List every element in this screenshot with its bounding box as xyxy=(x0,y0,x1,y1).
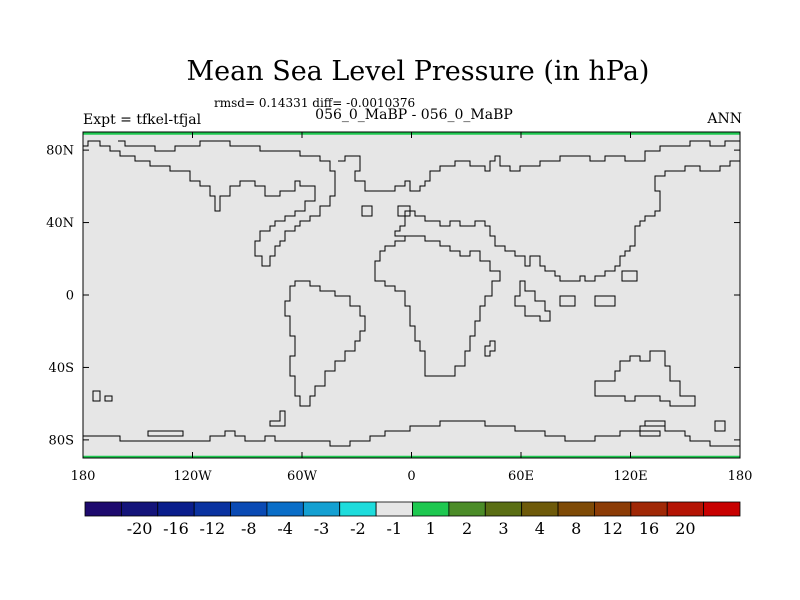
colorbar-swatch-17 xyxy=(703,501,741,517)
x-tick-label-3: 0 xyxy=(407,469,415,484)
colorbar-label-12: 8 xyxy=(571,519,581,538)
colorbar-label-6: -2 xyxy=(350,519,366,538)
coastline-americas-north xyxy=(83,140,336,267)
colorbar-label-8: 1 xyxy=(426,519,436,538)
y-tick-label-3: 40S xyxy=(49,361,74,376)
colorbar: -20 -16 -12 -8 -4 -3 -2 -1 1 2 3 4 8 12 16 20 xyxy=(84,501,741,538)
coastline-antarctic-island xyxy=(147,420,666,437)
colorbar-swatch-14 xyxy=(594,501,632,517)
chart-title: Mean Sea Level Pressure (in hPa) xyxy=(186,56,650,87)
stats-text: rmsd= 0.14331 diff= -0.0010376 xyxy=(214,96,416,110)
colorbar-label-3: -8 xyxy=(241,519,257,538)
colorbar-label-7: -1 xyxy=(387,519,403,538)
x-tick-label-4: 60E xyxy=(508,469,534,484)
colorbar-swatch-4 xyxy=(230,501,268,517)
coastline-new-zealand xyxy=(714,420,726,432)
x-tick-label-0: 180 xyxy=(71,469,96,484)
colorbar-swatch-3 xyxy=(193,501,231,517)
experiment-label: Expt = tfkel-tfjal xyxy=(83,112,202,128)
colorbar-swatch-2 xyxy=(157,501,195,517)
season-label: ANN xyxy=(707,111,742,127)
colorbar-label-14: 16 xyxy=(639,519,659,538)
colorbar-swatch-7 xyxy=(339,501,377,517)
colorbar-swatch-15 xyxy=(630,501,668,517)
colorbar-swatch-0 xyxy=(84,501,122,517)
pressure-field xyxy=(83,132,740,458)
coastline-africa xyxy=(374,235,501,377)
coastline-japan xyxy=(621,270,638,282)
colorbar-label-13: 12 xyxy=(602,519,622,538)
colorbar-swatch-16 xyxy=(666,501,705,517)
coastline-indonesia xyxy=(559,295,616,307)
coastline-uk xyxy=(397,205,411,217)
colorbar-swatch-5 xyxy=(266,501,304,517)
colorbar-swatch-8 xyxy=(375,501,413,517)
coastlines xyxy=(83,140,741,447)
y-tick-label-0: 80N xyxy=(46,144,74,159)
axis-ticks: 180 120W 60W 0 60E 120E 180 80N 40N 0 40S 80S xyxy=(46,132,752,484)
chart-subtitle: 056_0_MaBP - 056_0_MaBP xyxy=(315,107,513,123)
colorbar-swatch-13 xyxy=(557,501,595,517)
coastline-greenland-eurasia xyxy=(338,140,741,282)
colorbar-swatch-11 xyxy=(484,501,523,517)
x-tick-label-2: 60W xyxy=(287,469,318,484)
colorbar-label-4: -4 xyxy=(277,519,293,538)
colorbar-swatch-6 xyxy=(302,501,341,517)
colorbar-label-0: -20 xyxy=(127,519,153,538)
coastline-southeast-asia xyxy=(514,280,551,322)
coastline-pacific-island xyxy=(92,390,113,402)
colorbar-label-11: 4 xyxy=(535,519,545,538)
colorbar-swatch-1 xyxy=(120,501,159,517)
colorbar-label-5: -3 xyxy=(314,519,330,538)
colorbar-swatch-9 xyxy=(412,501,450,517)
colorbar-swatch-12 xyxy=(521,501,559,517)
colorbar-label-2: -12 xyxy=(199,519,225,538)
x-tick-label-1: 120W xyxy=(173,469,212,484)
y-tick-label-4: 80S xyxy=(49,433,74,448)
colorbar-swatch-10 xyxy=(448,501,486,517)
colorbar-label-15: 20 xyxy=(675,519,695,538)
coastline-south-america xyxy=(284,280,366,407)
x-tick-label-6: 180 xyxy=(728,469,753,484)
coastline-australia xyxy=(594,350,696,407)
coastline-iceland xyxy=(361,205,373,217)
y-tick-label-2: 0 xyxy=(66,289,74,304)
coastline-peninsula xyxy=(269,410,286,427)
colorbar-label-9: 2 xyxy=(462,519,472,538)
colorbar-label-10: 3 xyxy=(498,519,508,538)
coastline-madagascar xyxy=(484,340,496,357)
x-tick-label-5: 120E xyxy=(613,469,647,484)
y-tick-label-1: 40N xyxy=(46,216,74,231)
colorbar-label-1: -16 xyxy=(163,519,189,538)
